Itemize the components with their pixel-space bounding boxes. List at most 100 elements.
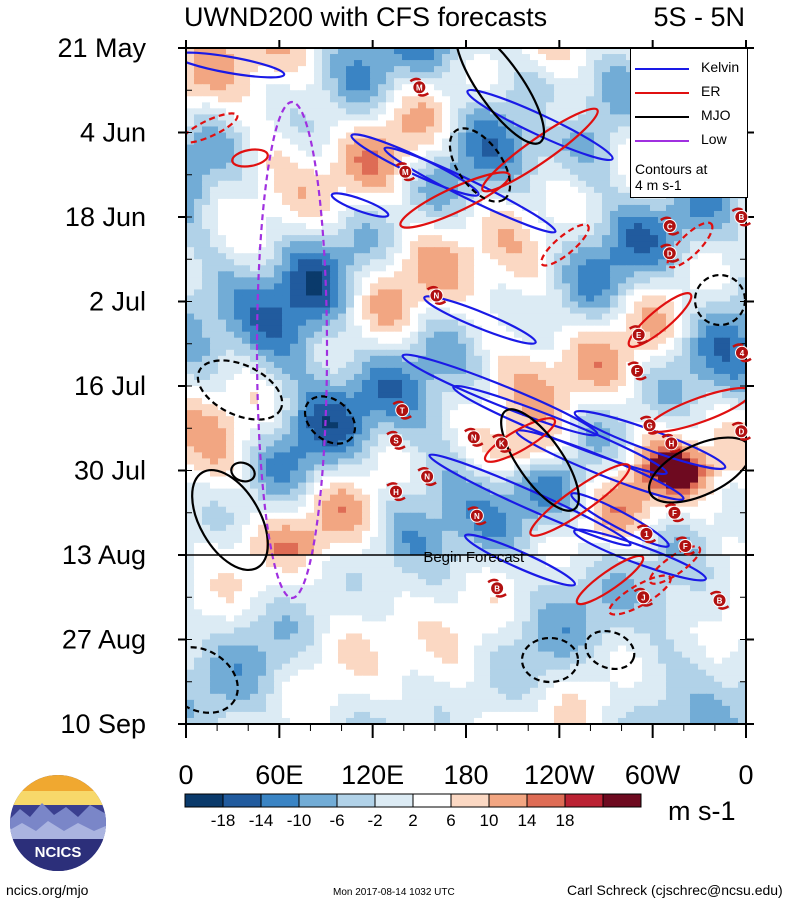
heat-cell	[466, 108, 475, 115]
heat-cell	[730, 379, 739, 387]
heat-cell	[714, 458, 723, 466]
heat-cell	[290, 446, 299, 453]
heat-cell	[738, 235, 746, 242]
heat-cell	[730, 235, 739, 242]
heat-cell	[490, 398, 499, 405]
heat-cell	[586, 229, 595, 236]
heat-cell	[410, 343, 419, 351]
heat-cell	[650, 349, 659, 357]
heat-cell	[322, 458, 331, 466]
heat-cell	[354, 180, 363, 188]
heat-cell	[330, 241, 339, 248]
heat-cell	[578, 434, 587, 441]
heat-cell	[362, 458, 371, 466]
heat-cell	[186, 144, 195, 152]
heat-cell	[354, 235, 363, 242]
heat-cell	[602, 331, 611, 339]
heat-cell	[506, 295, 515, 303]
heat-cell	[522, 265, 531, 272]
heat-cell	[634, 319, 643, 327]
heat-cell	[258, 301, 267, 309]
heat-cell	[682, 210, 691, 218]
heat-cell	[570, 66, 579, 73]
heat-cell	[634, 217, 643, 224]
heat-cell	[682, 259, 691, 266]
heat-cell	[330, 379, 339, 387]
heat-cell	[314, 404, 323, 411]
heat-cell	[450, 48, 459, 55]
heat-cell	[514, 186, 523, 194]
heat-cell	[226, 470, 235, 478]
heat-cell	[618, 386, 627, 393]
heat-cell	[234, 404, 243, 411]
heat-cell	[570, 162, 579, 170]
heat-cell	[522, 259, 531, 266]
heat-cell	[514, 283, 523, 291]
heat-cell	[474, 229, 483, 236]
heat-cell	[618, 283, 627, 291]
heat-cell	[394, 361, 403, 369]
heat-cell	[530, 168, 539, 176]
heat-cell	[418, 440, 427, 447]
heat-cell	[578, 162, 587, 170]
heat-cell	[602, 422, 611, 429]
heat-cell	[394, 343, 403, 351]
heat-cell	[522, 386, 531, 393]
heat-cell	[466, 283, 475, 291]
heat-cell	[426, 102, 435, 109]
heat-cell	[610, 325, 619, 333]
heat-cell	[474, 144, 483, 152]
heat-cell	[194, 66, 203, 73]
heat-cell	[658, 259, 667, 266]
heat-cell	[474, 289, 483, 297]
heat-cell	[570, 229, 579, 236]
heat-cell	[338, 78, 347, 85]
heat-cell	[330, 90, 339, 97]
heat-cell	[650, 313, 659, 321]
heat-cell	[570, 452, 579, 460]
heat-cell	[538, 229, 547, 236]
heat-cell	[226, 458, 235, 466]
heat-cell	[258, 156, 267, 164]
heat-cell	[578, 373, 587, 381]
heat-cell	[514, 235, 523, 242]
heat-cell	[194, 54, 203, 61]
heat-cell	[386, 78, 395, 85]
heat-cell	[490, 259, 499, 266]
heat-cell	[362, 229, 371, 236]
heat-cell	[338, 428, 347, 435]
heat-cell	[458, 102, 467, 109]
heat-cell	[322, 416, 331, 423]
heat-cell	[546, 253, 555, 260]
heat-cell	[642, 313, 651, 321]
heat-cell	[266, 265, 275, 272]
heat-cell	[618, 138, 627, 146]
heat-cell	[210, 78, 219, 85]
heat-cell	[226, 168, 235, 176]
heat-cell	[546, 470, 555, 478]
heat-cell	[242, 422, 251, 429]
heat-cell	[186, 108, 195, 115]
heat-cell	[442, 307, 451, 315]
heat-cell	[618, 66, 627, 73]
heat-cell	[338, 180, 347, 188]
heat-cell	[458, 289, 467, 297]
heat-cell	[314, 168, 323, 176]
heat-cell	[738, 404, 746, 411]
heat-cell	[410, 144, 419, 152]
heat-cell	[362, 392, 371, 399]
heat-cell	[258, 277, 267, 284]
heat-cell	[594, 247, 603, 254]
heat-cell	[290, 259, 299, 266]
heat-cell	[458, 398, 467, 405]
heat-cell	[418, 180, 427, 188]
heat-cell	[394, 301, 403, 309]
heat-cell	[434, 422, 443, 429]
heat-cell	[602, 398, 611, 405]
heat-cell	[498, 289, 507, 297]
heat-cell	[602, 114, 611, 122]
heat-cell	[594, 325, 603, 333]
heat-cell	[506, 162, 515, 170]
heat-cell	[378, 66, 387, 73]
heat-cell	[226, 114, 235, 122]
